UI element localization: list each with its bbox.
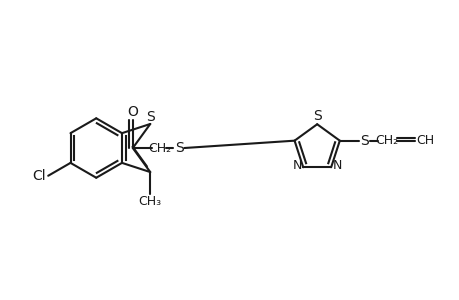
Text: CH₃: CH₃ xyxy=(139,195,162,208)
Text: CH: CH xyxy=(415,134,433,147)
Text: O: O xyxy=(127,105,138,119)
Text: S: S xyxy=(312,109,321,123)
Text: CH₂: CH₂ xyxy=(148,142,171,154)
Text: S: S xyxy=(146,110,154,124)
Text: Cl: Cl xyxy=(33,169,46,183)
Text: N: N xyxy=(332,159,341,172)
Text: CH₂: CH₂ xyxy=(374,134,397,147)
Text: S: S xyxy=(174,141,183,155)
Text: S: S xyxy=(359,134,368,148)
Text: N: N xyxy=(292,159,301,172)
